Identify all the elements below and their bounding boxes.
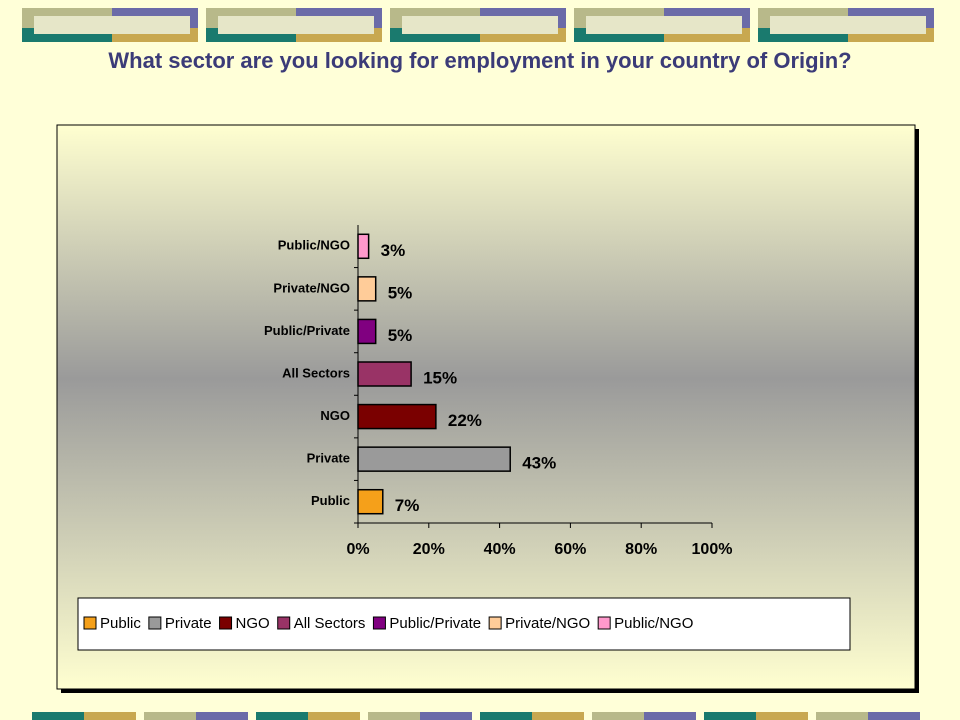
legend-label: All Sectors (294, 615, 366, 632)
legend-label: Public/Private (389, 615, 481, 632)
value-label: 5% (388, 326, 413, 345)
x-tick-label: 40% (484, 541, 516, 558)
legend-swatch (277, 616, 291, 630)
bar (357, 233, 370, 260)
legend-swatch (219, 616, 233, 630)
legend-label: Private/NGO (505, 615, 590, 632)
y-tick-label: All Sectors (282, 365, 350, 380)
y-tick-label: Private/NGO (273, 280, 350, 295)
y-tick-label: Public/NGO (278, 238, 350, 253)
legend-swatch (488, 616, 502, 630)
top-banner (22, 8, 934, 42)
bottom-banner (32, 712, 920, 720)
legend-swatch (597, 616, 611, 630)
legend-label: NGO (236, 615, 270, 632)
legend-label: Public/NGO (614, 615, 693, 632)
y-tick-label: Public/Private (264, 323, 350, 338)
legend-box (77, 597, 851, 651)
y-tick-label: Private (307, 451, 350, 466)
bar (357, 361, 412, 387)
legend-swatch (148, 616, 162, 630)
x-tick-label: 100% (692, 541, 733, 558)
legend-label: Public (100, 615, 141, 632)
value-label: 43% (522, 454, 556, 473)
x-tick-label: 60% (554, 541, 586, 558)
value-label: 22% (448, 411, 482, 430)
legend-swatch (372, 616, 386, 630)
value-label: 7% (395, 496, 420, 515)
value-label: 15% (423, 368, 457, 387)
chart-area (56, 124, 916, 690)
bar (357, 446, 511, 472)
y-tick-label: NGO (320, 408, 350, 423)
bar (357, 488, 384, 515)
value-label: 3% (381, 241, 406, 260)
bar (357, 276, 377, 302)
bar (357, 403, 437, 430)
legend-swatch (83, 616, 97, 630)
chart-title: What sector are you looking for employme… (108, 48, 852, 73)
x-tick-label: 0% (346, 541, 369, 558)
x-tick-label: 20% (413, 541, 445, 558)
y-tick-label: Public (311, 493, 350, 508)
bar (357, 318, 377, 345)
legend-label: Private (165, 615, 212, 632)
value-label: 5% (388, 283, 413, 302)
x-tick-label: 80% (625, 541, 657, 558)
